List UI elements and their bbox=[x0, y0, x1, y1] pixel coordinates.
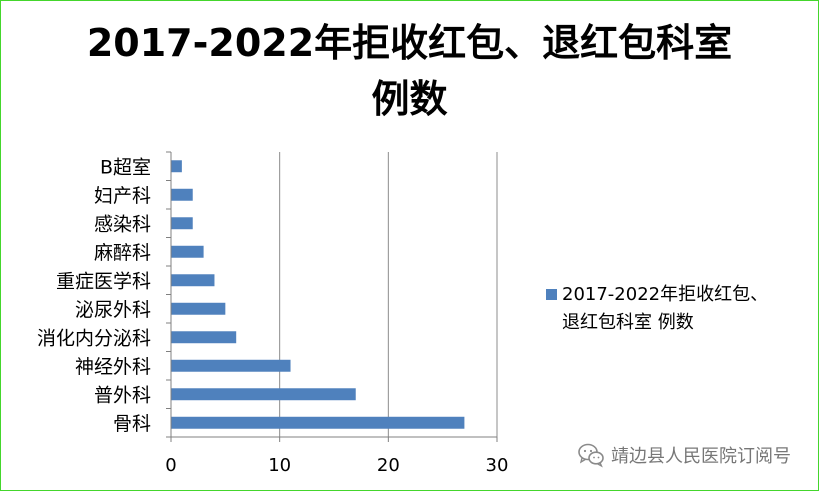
category-label: 普外科 bbox=[94, 384, 151, 406]
legend-label: 退红包科室 例数 bbox=[562, 312, 694, 333]
category-label: B超室 bbox=[100, 156, 151, 178]
x-tick-label: 0 bbox=[165, 455, 176, 476]
bar bbox=[171, 217, 193, 230]
bar bbox=[171, 416, 465, 429]
category-label: 麻醉科 bbox=[94, 242, 151, 264]
bar bbox=[171, 188, 193, 201]
category-label: 神经外科 bbox=[75, 356, 151, 378]
category-label: 骨科 bbox=[113, 413, 151, 435]
bar bbox=[171, 331, 237, 344]
category-label: 泌尿外科 bbox=[75, 299, 151, 321]
bar bbox=[171, 302, 226, 315]
bar bbox=[171, 245, 204, 258]
legend-swatch bbox=[546, 289, 557, 300]
wechat-icon bbox=[578, 443, 604, 468]
category-label: 重症医学科 bbox=[56, 270, 151, 292]
category-label: 妇产科 bbox=[94, 185, 151, 207]
category-label: 消化内分泌科 bbox=[37, 327, 151, 349]
x-tick-label: 10 bbox=[268, 455, 291, 476]
bar bbox=[171, 160, 182, 173]
watermark-text: 靖边县人民医院订阅号 bbox=[611, 446, 791, 467]
chart-title-line-1: 2017-2022年拒收红包、退红包科室 bbox=[86, 21, 733, 65]
bar bbox=[171, 274, 215, 287]
legend-label: 2017-2022年拒收红包、 bbox=[562, 284, 768, 305]
category-label: 感染科 bbox=[94, 213, 151, 235]
watermark: 靖边县人民医院订阅号 bbox=[577, 442, 791, 468]
bar bbox=[171, 388, 356, 401]
bar bbox=[171, 359, 291, 372]
x-tick-label: 30 bbox=[486, 455, 509, 476]
x-tick-label: 20 bbox=[377, 455, 400, 476]
chart-title-line-2: 例数 bbox=[371, 77, 448, 121]
